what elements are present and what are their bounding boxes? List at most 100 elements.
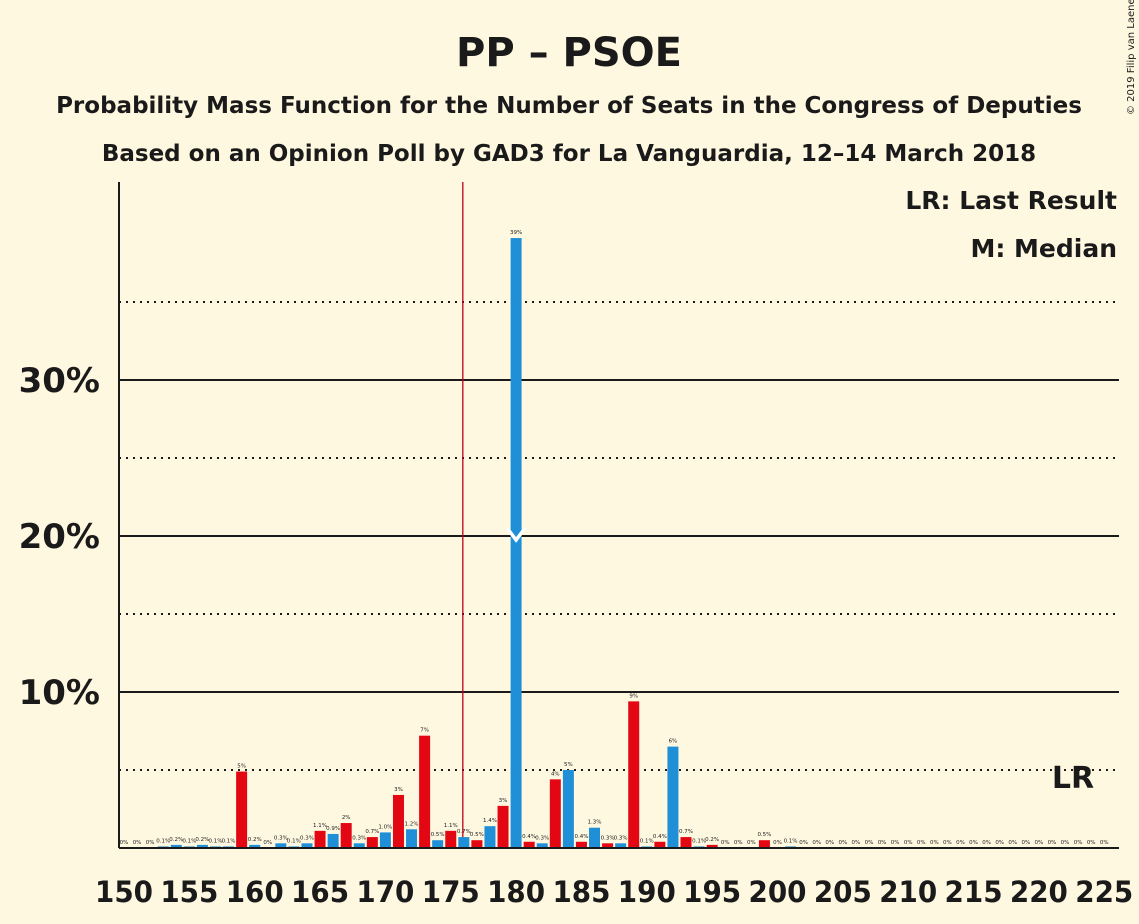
bar-label-166: 0.9%: [326, 826, 340, 832]
bar-label-218: 0%: [1008, 840, 1017, 846]
bar-label-158: 0.1%: [222, 838, 236, 844]
bar-179: [497, 805, 509, 848]
bar-label-181: 0.4%: [522, 834, 536, 840]
bar-label-160: 0.2%: [248, 837, 262, 843]
bar-193: [680, 837, 692, 848]
bar-label-174: 0.5%: [431, 832, 445, 838]
bar-195: [706, 844, 718, 848]
bar-label-183: 4%: [551, 771, 560, 777]
bar-156: [196, 844, 208, 848]
bar-label-168: 0.3%: [352, 835, 366, 841]
x-tick-label: 215: [945, 875, 1003, 909]
bar-168: [353, 843, 365, 848]
legend-median: M: Median: [970, 234, 1117, 263]
bar-label-186: 1.3%: [588, 820, 602, 826]
bar-label-152: 0%: [146, 840, 155, 846]
bar-label-176: 0.7%: [457, 829, 471, 835]
bar-label-205: 0%: [838, 840, 847, 846]
bar-173: [419, 735, 431, 848]
bar-label-202: 0%: [799, 840, 808, 846]
bar-165: [314, 830, 326, 848]
bar-167: [340, 823, 352, 848]
bar-label-201: 0.1%: [784, 838, 798, 844]
y-tick-label: 20%: [19, 517, 100, 557]
x-tick-label: 200: [749, 875, 807, 909]
x-tick-label: 220: [1010, 875, 1068, 909]
bar-189: [628, 701, 640, 848]
bar-188: [615, 843, 627, 848]
bar-172: [406, 829, 418, 848]
bar-label-162: 0.3%: [274, 835, 288, 841]
copyright-text: © 2019 Filip van Laenen: [1126, 0, 1137, 115]
x-tick-label: 150: [95, 875, 153, 909]
bar-label-163: 0.1%: [287, 838, 301, 844]
bar-178: [484, 826, 496, 848]
bar-label-199: 0.5%: [757, 832, 771, 838]
bar-label-154: 0.2%: [169, 837, 183, 843]
bar-label-216: 0%: [982, 840, 991, 846]
bar-154: [170, 844, 182, 848]
bars: [157, 238, 797, 849]
bar-label-210: 0%: [904, 840, 913, 846]
bar-label-189: 9%: [629, 693, 638, 699]
x-tick-label: 170: [356, 875, 414, 909]
bar-label-219: 0%: [1021, 840, 1030, 846]
bar-label-153: 0.1%: [156, 838, 170, 844]
bar-label-164: 0.3%: [300, 835, 314, 841]
bar-label-157: 0.1%: [208, 838, 222, 844]
chart-title: PP – PSOE: [456, 30, 682, 76]
gridlines: [119, 182, 1119, 848]
bar-label-178: 1.4%: [483, 818, 497, 824]
bar-180: [510, 238, 522, 849]
bar-label-225: 0%: [1100, 840, 1109, 846]
median-marker: [505, 526, 527, 543]
bar-label-182: 0.3%: [535, 835, 549, 841]
y-tick-label: 10%: [19, 673, 100, 713]
bar-label-190: 0.1%: [640, 838, 654, 844]
bar-label-191: 0.4%: [653, 834, 667, 840]
bar-label-213: 0%: [943, 840, 952, 846]
bar-187: [602, 843, 614, 848]
bar-186: [589, 827, 601, 848]
bar-label-150: 0%: [120, 840, 129, 846]
axes: 10%20%30%150 155 160 165 170 175 180 185 190 195 2…: [19, 182, 1133, 909]
bar-label-208: 0%: [878, 840, 887, 846]
chart-subtitle-1: Probability Mass Function for the Number…: [56, 93, 1082, 119]
bar-162: [275, 843, 287, 848]
bar-label-151: 0%: [133, 840, 142, 846]
bar-label-217: 0%: [995, 840, 1004, 846]
bar-label-180: 39%: [510, 230, 522, 236]
bar-174: [432, 840, 444, 848]
x-tick-label: 225: [1075, 875, 1133, 909]
bar-label-179: 3%: [499, 798, 508, 804]
bar-labels: 0% 0% 0% 0.1% 0.2% 0.1% 0.2% 0.1% 0.1%5%0.2%0%0.…: [120, 230, 1109, 846]
bar-192: [667, 746, 679, 848]
y-tick-label: 30%: [19, 361, 100, 401]
bar-170: [379, 832, 391, 848]
bar-label-155: 0.1%: [182, 838, 196, 844]
bar-label-224: 0%: [1087, 840, 1096, 846]
bar-label-220: 0%: [1035, 840, 1044, 846]
bar-label-203: 0%: [812, 840, 821, 846]
bar-label-159: 5%: [237, 764, 246, 770]
x-tick-label: 155: [160, 875, 218, 909]
x-tick-label: 190: [618, 875, 676, 909]
bar-label-211: 0%: [917, 840, 926, 846]
bar-label-170: 1.0%: [378, 824, 392, 830]
bar-label-177: 0.5%: [470, 832, 484, 838]
bar-label-169: 0.7%: [365, 829, 379, 835]
bar-label-223: 0%: [1074, 840, 1083, 846]
x-tick-label: 210: [879, 875, 937, 909]
bar-184: [562, 770, 574, 848]
bar-159: [236, 771, 248, 848]
bar-label-193: 0.7%: [679, 829, 693, 835]
bar-175: [445, 830, 457, 848]
bar-199: [758, 840, 770, 848]
bar-160: [249, 844, 261, 848]
bar-label-215: 0%: [969, 840, 978, 846]
bar-label-206: 0%: [852, 840, 861, 846]
bar-label-156: 0.2%: [195, 837, 209, 843]
bar-label-175: 1.1%: [444, 823, 458, 829]
bar-label-207: 0%: [865, 840, 874, 846]
